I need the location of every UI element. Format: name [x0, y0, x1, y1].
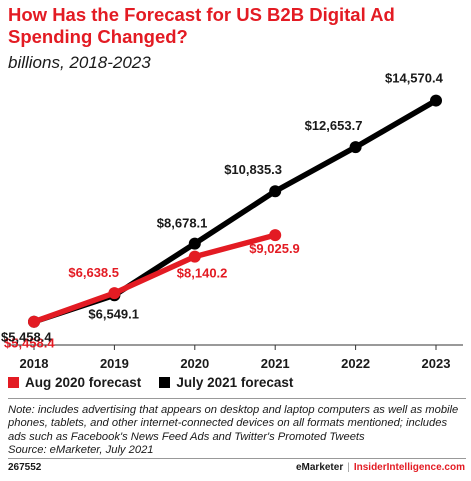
x-tick-label: 2021 — [261, 356, 290, 371]
footer-brand: eMarketer | InsiderIntelligence.com — [296, 462, 465, 473]
legend-label-aug-2020: Aug 2020 forecast — [25, 375, 142, 390]
legend-item-aug-2020: Aug 2020 forecast — [8, 375, 141, 390]
chart-title: How Has the Forecast for US B2B Digital … — [8, 4, 395, 47]
chart-id: 267552 — [8, 462, 42, 473]
divider-top — [8, 398, 466, 399]
data-point-aug-2020 — [28, 315, 40, 328]
data-label-july-2021: $5,458.4 — [1, 330, 52, 345]
legend: Aug 2020 forecast July 2021 forecast — [8, 375, 311, 390]
data-label-aug-2020: $6,638.5 — [68, 265, 119, 280]
divider-bottom — [8, 458, 466, 459]
data-point-july-2021 — [269, 185, 282, 198]
brand-separator: | — [347, 462, 350, 473]
data-point-july-2021 — [349, 141, 362, 154]
brand-insider-intelligence: InsiderIntelligence.com — [353, 462, 465, 473]
data-point-july-2021 — [188, 237, 201, 250]
note-text: Note: includes advertising that appears … — [8, 404, 459, 443]
data-label-aug-2020: $5,458.4 — [4, 336, 55, 351]
data-point-july-2021 — [430, 94, 442, 107]
series-line-july-2021 — [31, 97, 439, 325]
x-tick-label: 2018 — [20, 356, 49, 371]
data-label-july-2021: $10,835.3 — [224, 162, 282, 177]
chart-subtitle: billions, 2018-2023 — [8, 53, 151, 72]
chart-note: Note: includes advertising that appears … — [8, 404, 468, 458]
data-label-aug-2020: $9,025.9 — [249, 241, 300, 256]
legend-item-july-2021: July 2021 forecast — [159, 375, 293, 390]
x-tick-label: 2022 — [341, 356, 370, 371]
data-label-july-2021: $6,549.1 — [88, 306, 139, 321]
data-point-aug-2020 — [269, 229, 282, 242]
brand-emarketer: eMarketer — [295, 462, 344, 473]
data-point-aug-2020 — [108, 287, 121, 300]
data-point-aug-2020 — [188, 250, 201, 263]
x-tick-label: 2019 — [100, 356, 129, 371]
data-label-july-2021: $12,653.7 — [305, 118, 363, 133]
legend-swatch-red — [8, 377, 19, 388]
data-label-aug-2020: $8,140.2 — [177, 266, 228, 281]
x-tick-label: 2020 — [180, 356, 209, 371]
legend-swatch-black — [159, 377, 171, 388]
source-text: Source: eMarketer, July 2021 — [8, 444, 154, 457]
data-label-july-2021: $8,678.1 — [157, 216, 208, 231]
x-tick-label: 2023 — [422, 356, 451, 371]
legend-label-july-2021: July 2021 forecast — [176, 375, 294, 390]
series-line-aug-2020 — [31, 232, 278, 325]
data-label-july-2021: $14,570.4 — [385, 71, 444, 86]
